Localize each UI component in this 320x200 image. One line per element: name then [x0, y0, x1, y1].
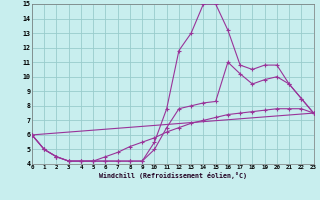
X-axis label: Windchill (Refroidissement éolien,°C): Windchill (Refroidissement éolien,°C): [99, 172, 247, 179]
